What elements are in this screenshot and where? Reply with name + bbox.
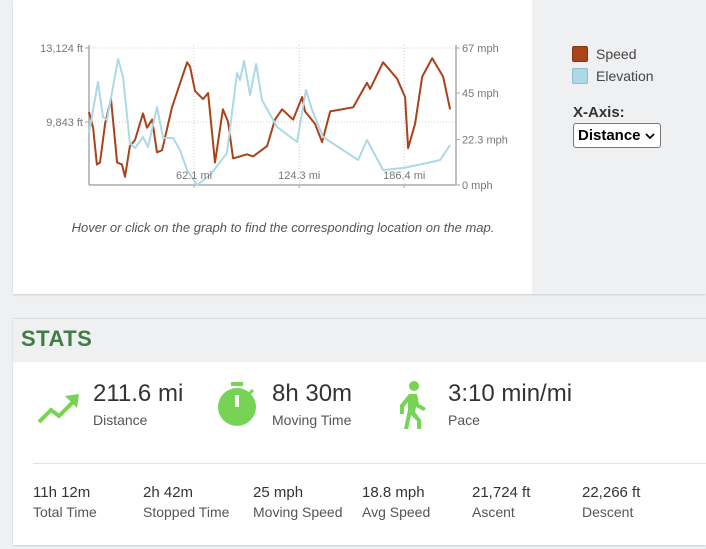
stat-label: Moving Speed	[253, 504, 343, 520]
elevation-speed-chart[interactable]: 13,124 ft 9,843 ft 67 mph 45 mph 22.3 mph 0 m…	[13, 0, 532, 294]
stat-value: 25 mph	[253, 484, 304, 501]
stat-avg-speed: 18.8 mph Avg Speed	[362, 484, 430, 520]
right-tick-label: 67 mph	[462, 43, 499, 55]
stat-value: 21,724 ft	[472, 484, 531, 501]
stats-header: STATS	[13, 318, 706, 362]
stat-value: 3:10 min/mi	[448, 380, 573, 407]
elevation-swatch	[572, 68, 588, 84]
chart-svg[interactable]: 13,124 ft 9,843 ft 67 mph 45 mph 22.3 mph 0 m…	[13, 0, 532, 210]
xaxis-selected: Distance	[578, 127, 641, 144]
stat-label: Distance	[93, 412, 148, 428]
x-tick-label: 124.3 mi	[278, 170, 320, 182]
stat-value: 22,266 ft	[582, 484, 641, 501]
stat-ascent: 21,724 ft Ascent	[472, 484, 530, 520]
chart-hint: Hover or click on the graph to find the …	[71, 220, 495, 235]
x-tick-label: 186.4 mi	[383, 170, 425, 182]
stats-title: STATS	[21, 326, 93, 351]
x-tick-label: 62.1 mi	[176, 170, 212, 182]
stat-pace: 3:10 min/mi Pace	[448, 380, 572, 428]
stat-moving-time: 8h 30m Moving Time	[272, 380, 352, 428]
legend-panel: Speed Elevation X-Axis: Distance	[532, 0, 706, 294]
stat-label: Descent	[582, 504, 634, 520]
stat-descent: 22,266 ft Descent	[582, 484, 640, 520]
stat-moving-speed: 25 mph Moving Speed	[253, 484, 343, 520]
stat-label: Avg Speed	[362, 504, 431, 520]
chevron-down-icon	[644, 132, 655, 139]
walking-icon	[400, 381, 426, 429]
stopwatch-icon	[218, 382, 256, 426]
left-tick-label: 9,843 ft	[46, 117, 83, 129]
right-tick-label: 45 mph	[462, 88, 499, 100]
stat-value: 211.6 mi	[93, 380, 184, 407]
stat-label: Stopped Time	[143, 504, 230, 520]
stat-label: Total Time	[33, 504, 97, 520]
stat-value: 2h 42m	[143, 484, 194, 501]
series-line-speed	[88, 57, 452, 178]
stats-card: STATS 211.6 mi Distance 8h 30m Moving Ti…	[13, 318, 706, 545]
stat-value: 18.8 mph	[362, 484, 425, 501]
legend-item-speed[interactable]: Speed	[572, 46, 636, 62]
xaxis-select[interactable]: Distance	[573, 123, 661, 148]
stat-label: Moving Time	[272, 412, 352, 428]
divider	[33, 463, 706, 464]
xaxis-label: X-Axis:	[573, 104, 625, 121]
chart-card: 13,124 ft 9,843 ft 67 mph 45 mph 22.3 mph 0 m…	[13, 0, 706, 294]
stat-label: Pace	[448, 412, 480, 428]
left-tick-label: 13,124 ft	[40, 43, 83, 55]
trending-up-icon	[37, 394, 79, 424]
stat-total-time: 11h 12m Total Time	[33, 484, 97, 520]
legend-item-elevation[interactable]: Elevation	[572, 68, 654, 84]
legend-label: Elevation	[596, 68, 654, 84]
stat-distance: 211.6 mi Distance	[93, 380, 183, 428]
right-tick-label: 22.3 mph	[462, 134, 508, 146]
stat-value: 8h 30m	[272, 380, 353, 407]
stat-label: Ascent	[472, 504, 515, 520]
series-line-elevation	[88, 58, 451, 186]
stat-stopped-time: 2h 42m Stopped Time	[143, 484, 229, 520]
right-tick-label: 0 mph	[462, 180, 493, 192]
legend-label: Speed	[596, 46, 637, 62]
speed-swatch	[572, 46, 588, 62]
stat-value: 11h 12m	[33, 484, 91, 501]
